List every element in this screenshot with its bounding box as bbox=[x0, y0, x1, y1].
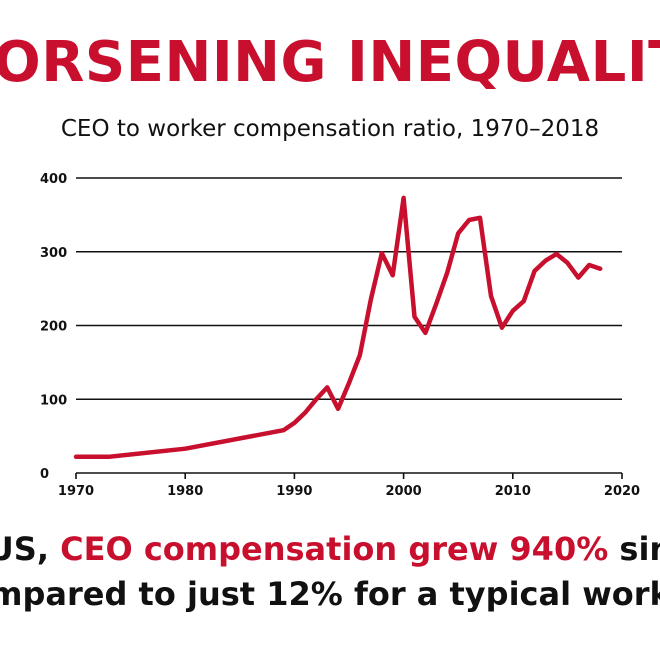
headline: ORSENING INEQUALIT bbox=[0, 30, 660, 95]
x-tick-labels: 1970 1980 1990 2000 2010 2020 bbox=[58, 484, 640, 499]
x-axis bbox=[75, 472, 623, 479]
y-tick-labels: 0 100 200 300 400 bbox=[40, 172, 67, 482]
chart-title: CEO to worker compensation ratio, 1970–2… bbox=[60, 116, 600, 142]
series bbox=[73, 195, 603, 460]
y-tick-label: 200 bbox=[40, 320, 67, 335]
caption-prefix: US, bbox=[0, 530, 49, 568]
x-tick-label: 1970 bbox=[58, 484, 94, 499]
caption-suffix: sin bbox=[619, 530, 660, 568]
grid-lines bbox=[76, 177, 622, 401]
caption-highlight: CEO compensation grew 940% bbox=[60, 530, 609, 568]
y-tick-label: 0 bbox=[40, 467, 49, 482]
y-tick-label: 400 bbox=[40, 172, 67, 187]
y-tick-label: 300 bbox=[40, 246, 67, 261]
caption-line-1: US, CEO compensation grew 940% sin bbox=[0, 527, 660, 571]
x-tick-label: 1990 bbox=[276, 484, 312, 499]
x-tick-label: 1980 bbox=[167, 484, 203, 499]
x-tick-label: 2010 bbox=[495, 484, 531, 499]
x-tick-label: 2020 bbox=[604, 484, 640, 499]
series-line-0 bbox=[73, 195, 603, 460]
line-chart: 0 100 200 300 400 1970 1980 1990 2000 2010 2020 bbox=[40, 172, 640, 499]
y-tick-label: 100 bbox=[40, 393, 67, 408]
x-tick-label: 2000 bbox=[386, 484, 422, 499]
caption-line-2: mpared to just 12% for a typical work bbox=[0, 575, 660, 613]
